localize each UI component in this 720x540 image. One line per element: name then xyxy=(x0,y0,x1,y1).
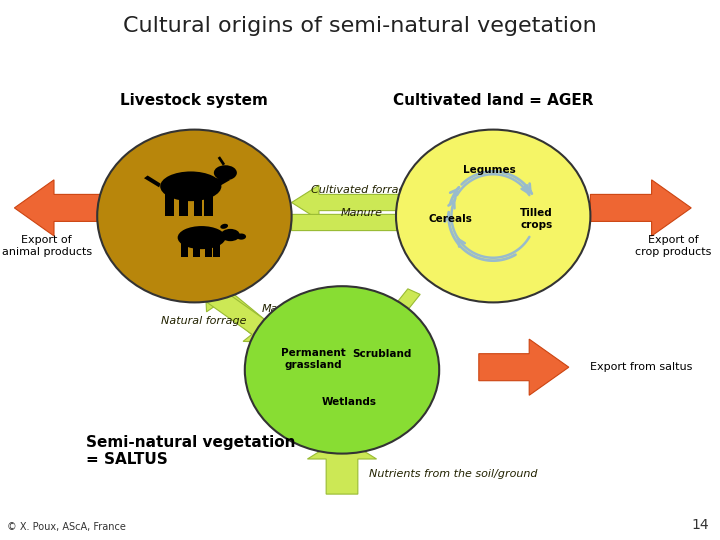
Bar xyxy=(213,242,220,257)
Text: Cultivated forrage: Cultivated forrage xyxy=(311,185,413,195)
Text: Wetlands: Wetlands xyxy=(322,397,377,407)
Polygon shape xyxy=(209,178,230,185)
Bar xyxy=(179,194,188,216)
Ellipse shape xyxy=(245,286,439,454)
Polygon shape xyxy=(479,339,569,395)
Ellipse shape xyxy=(220,224,228,229)
Text: Export of
crop products: Export of crop products xyxy=(635,235,711,256)
Ellipse shape xyxy=(97,130,292,302)
Text: Legumes: Legumes xyxy=(463,165,516,175)
Text: Cereals: Cereals xyxy=(428,214,472,224)
Text: Natural forrage: Natural forrage xyxy=(161,316,246,326)
Polygon shape xyxy=(205,284,289,352)
Text: Permanent
grassland: Permanent grassland xyxy=(281,348,346,370)
Ellipse shape xyxy=(178,226,225,249)
Text: Nutrients from the soil/ground: Nutrients from the soil/ground xyxy=(369,469,538,479)
Polygon shape xyxy=(292,205,432,240)
Text: Export from saltus: Export from saltus xyxy=(590,362,693,372)
Bar xyxy=(193,242,199,257)
Polygon shape xyxy=(370,289,420,346)
Polygon shape xyxy=(590,180,691,236)
Polygon shape xyxy=(292,185,432,220)
Ellipse shape xyxy=(214,165,237,180)
Polygon shape xyxy=(14,180,101,236)
Text: Manure: Manure xyxy=(261,304,304,314)
Text: 14: 14 xyxy=(692,518,709,532)
Polygon shape xyxy=(307,437,377,494)
Bar xyxy=(165,194,174,216)
Bar xyxy=(204,194,213,216)
Text: Semi-natural vegetation
= SALTUS: Semi-natural vegetation = SALTUS xyxy=(86,435,296,467)
Bar xyxy=(205,242,212,257)
Polygon shape xyxy=(144,176,161,187)
Ellipse shape xyxy=(221,229,240,241)
Bar xyxy=(194,194,202,216)
Text: Cultivated land = AGER: Cultivated land = AGER xyxy=(393,93,593,108)
Text: Export of
animal products: Export of animal products xyxy=(1,235,92,256)
Ellipse shape xyxy=(396,130,590,302)
Text: Livestock system: Livestock system xyxy=(120,93,269,108)
Polygon shape xyxy=(204,288,281,343)
Text: Scrubland: Scrubland xyxy=(352,349,411,359)
Ellipse shape xyxy=(161,172,222,201)
Bar xyxy=(181,242,188,257)
Text: Tilled
crops: Tilled crops xyxy=(520,208,553,230)
Ellipse shape xyxy=(236,233,246,240)
Text: Manure: Manure xyxy=(341,208,383,218)
Text: Cultural origins of semi-natural vegetation: Cultural origins of semi-natural vegetat… xyxy=(123,16,597,36)
Text: © X. Poux, AScA, France: © X. Poux, AScA, France xyxy=(7,522,126,532)
